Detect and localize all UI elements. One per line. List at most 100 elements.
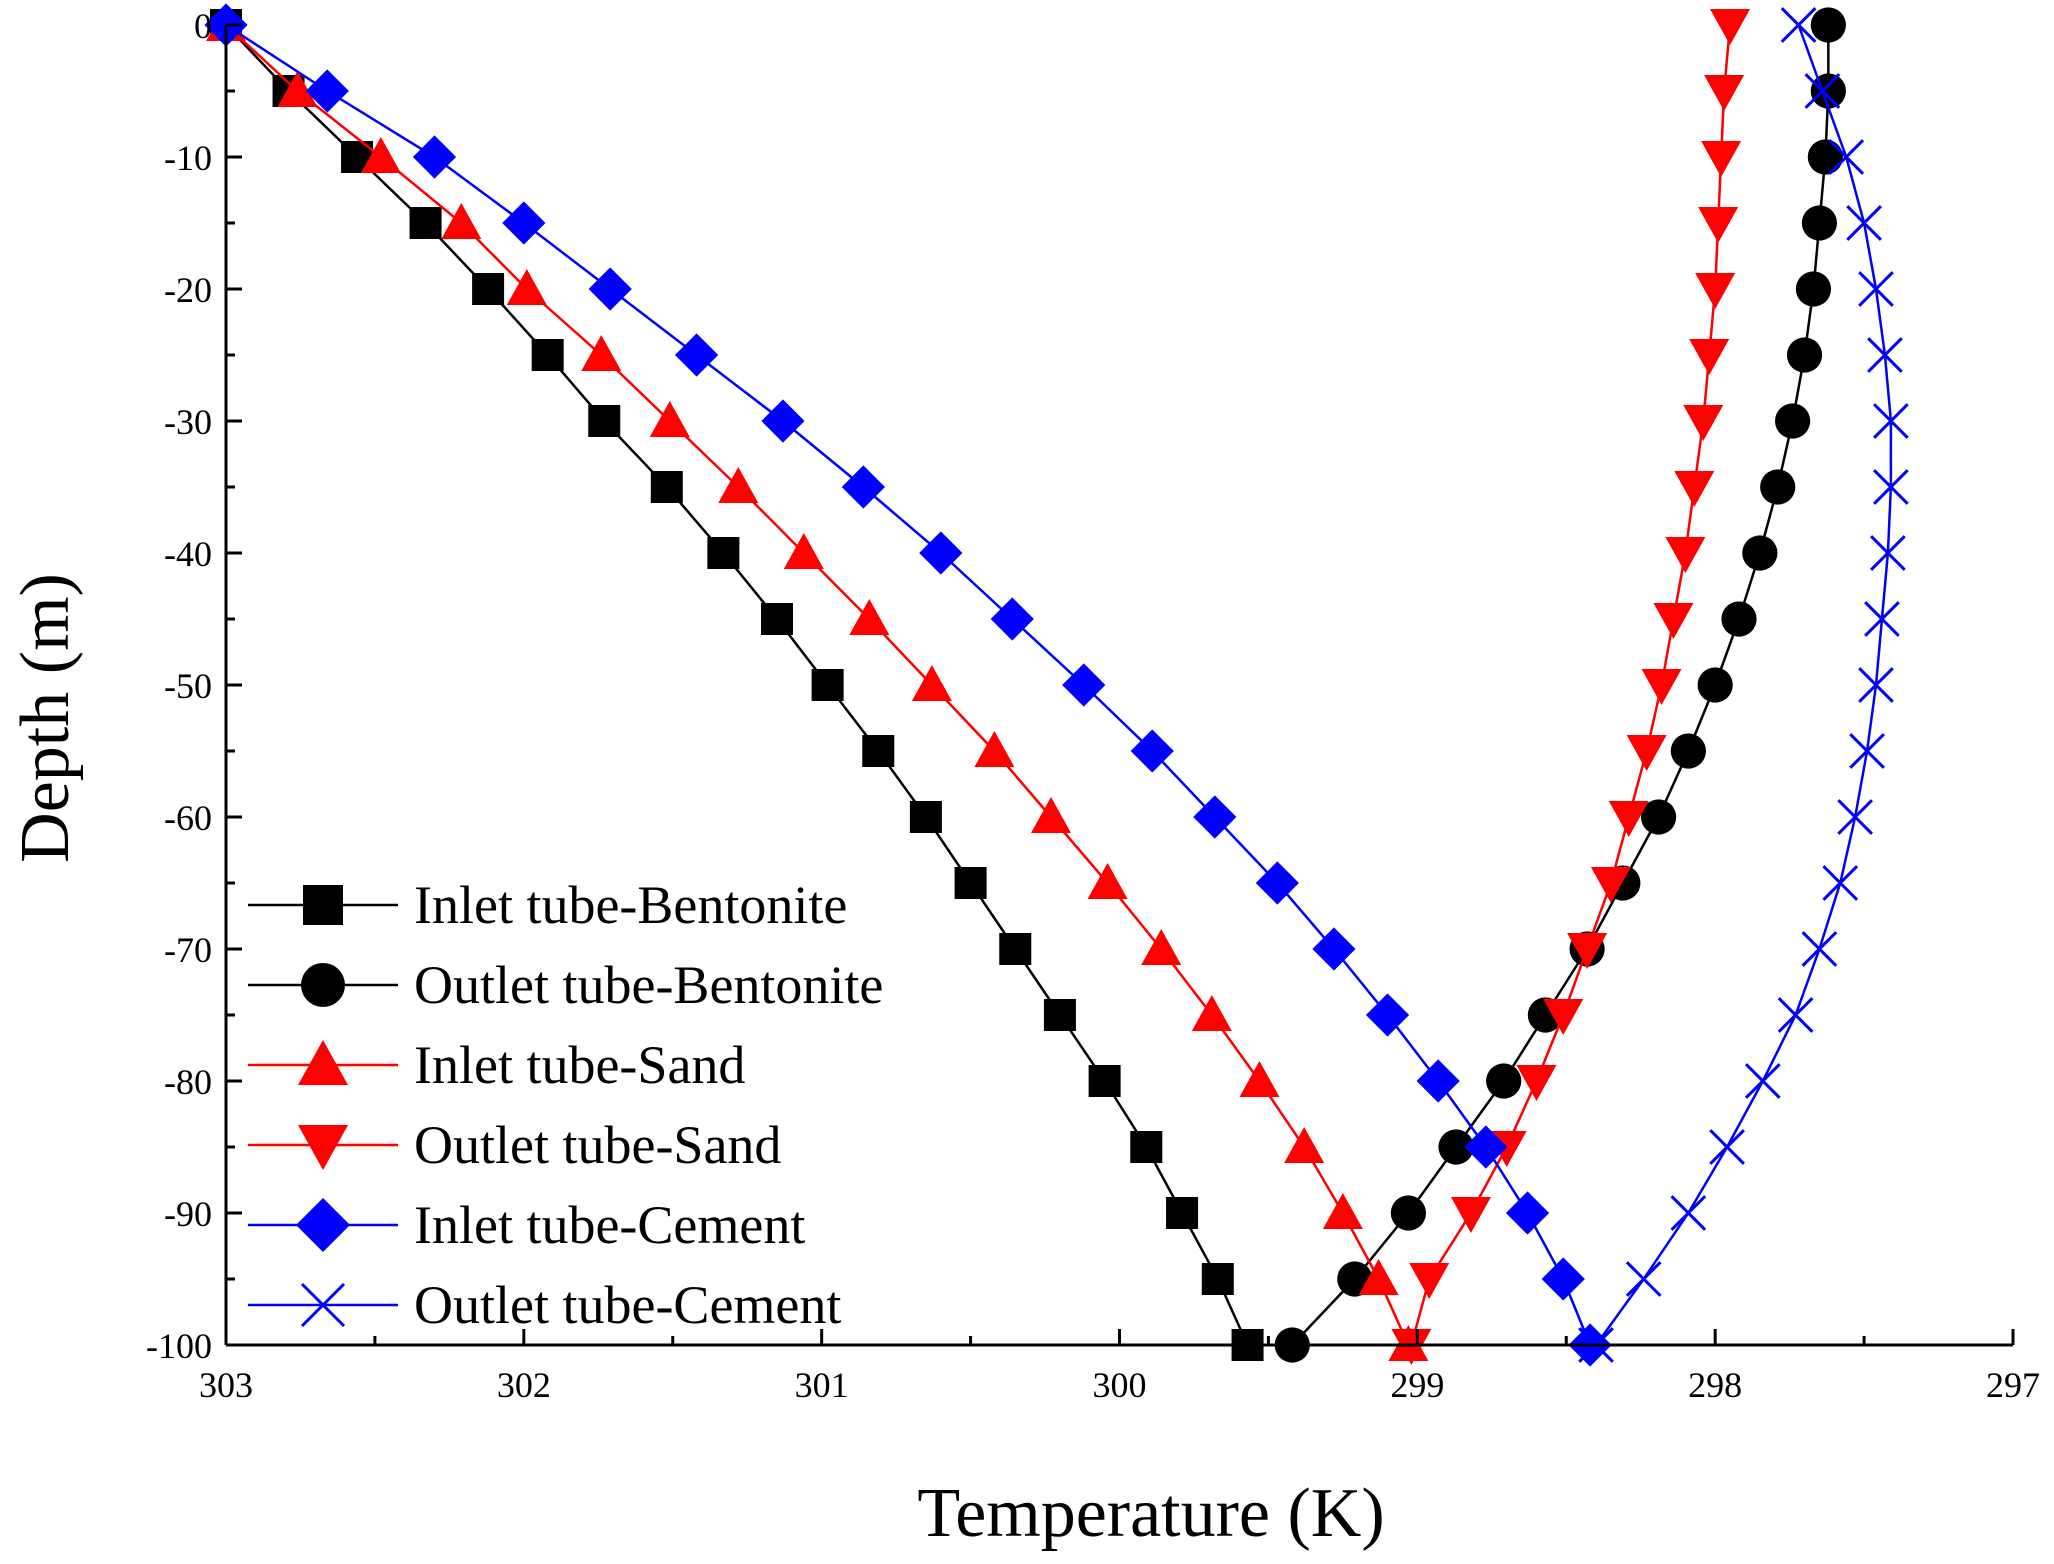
data-point bbox=[1864, 601, 1900, 637]
legend-label: Inlet tube-Sand bbox=[414, 1035, 745, 1095]
data-point bbox=[1775, 403, 1811, 439]
data-point bbox=[1786, 337, 1823, 373]
data-point bbox=[1130, 729, 1174, 773]
data-point bbox=[1312, 927, 1356, 971]
y-tick-label: -60 bbox=[164, 798, 212, 838]
data-point bbox=[1801, 205, 1838, 241]
legend-item: Inlet tube-Bentonite bbox=[248, 875, 847, 935]
data-point bbox=[1710, 9, 1751, 45]
data-point bbox=[1391, 1329, 1432, 1365]
data-point bbox=[1450, 1197, 1491, 1233]
y-tick-label: -30 bbox=[164, 402, 212, 442]
legend-item: Outlet tube-Sand bbox=[248, 1115, 781, 1175]
data-point bbox=[1322, 1193, 1363, 1229]
data-point bbox=[305, 69, 349, 113]
data-point bbox=[412, 135, 457, 179]
y-tick-label: 0 bbox=[194, 6, 212, 46]
data-point bbox=[1516, 1065, 1557, 1101]
data-point bbox=[506, 269, 547, 305]
data-point bbox=[783, 533, 824, 569]
data-point bbox=[909, 801, 942, 833]
legend-marker bbox=[298, 1040, 348, 1085]
data-point bbox=[1255, 861, 1299, 905]
data-point bbox=[581, 335, 622, 371]
axes-group: 303 302 301 300 299 298 297 0 -10 -20 -30 -40 -50 -60… bbox=[146, 6, 2040, 1405]
data-point bbox=[649, 401, 690, 437]
data-point bbox=[974, 731, 1015, 767]
data-point bbox=[1698, 207, 1739, 243]
y-tick-label: -80 bbox=[164, 1062, 212, 1102]
data-point bbox=[760, 603, 793, 635]
legend-item: Outlet tube-Bentonite bbox=[248, 955, 883, 1015]
data-point bbox=[1670, 733, 1706, 769]
data-point bbox=[1683, 405, 1724, 441]
data-point bbox=[707, 537, 740, 569]
data-point bbox=[1858, 667, 1894, 703]
data-point bbox=[919, 531, 963, 575]
data-point bbox=[1416, 1059, 1460, 1103]
data-point bbox=[1858, 271, 1894, 307]
data-point bbox=[502, 201, 546, 245]
data-point bbox=[1760, 469, 1796, 505]
x-tick-label: 301 bbox=[795, 1365, 849, 1405]
legend-item: Inlet tube-Sand bbox=[248, 1035, 745, 1095]
legend-label: Inlet tube-Bentonite bbox=[414, 875, 847, 935]
data-point bbox=[1701, 141, 1742, 177]
data-point bbox=[588, 405, 621, 437]
data-point bbox=[761, 399, 805, 443]
data-point bbox=[1670, 1195, 1707, 1231]
x-tick-label: 300 bbox=[1093, 1365, 1147, 1405]
y-tick-label: -100 bbox=[146, 1326, 212, 1366]
y-tick-label: -20 bbox=[164, 270, 212, 310]
data-point bbox=[841, 465, 885, 509]
data-point bbox=[1626, 735, 1667, 771]
data-point bbox=[1695, 273, 1736, 309]
data-point bbox=[1804, 73, 1841, 109]
legend-marker bbox=[300, 1282, 346, 1328]
data-point bbox=[531, 339, 564, 371]
data-point bbox=[1043, 999, 1076, 1031]
legend-marker bbox=[296, 1198, 350, 1252]
legend-item: Inlet tube-Cement bbox=[248, 1195, 805, 1255]
data-point bbox=[849, 599, 890, 635]
x-tick-label: 298 bbox=[1688, 1365, 1742, 1405]
data-point bbox=[1358, 1259, 1399, 1295]
data-point bbox=[360, 137, 401, 173]
data-point bbox=[1674, 471, 1715, 507]
data-point bbox=[277, 71, 318, 107]
data-point bbox=[1709, 1129, 1745, 1165]
data-point bbox=[1543, 999, 1584, 1035]
data-point bbox=[1873, 469, 1909, 505]
data-point bbox=[1625, 1261, 1662, 1297]
legend-marker bbox=[301, 963, 345, 1007]
legend-item: Outlet tube-Cement bbox=[248, 1275, 841, 1335]
data-point bbox=[1822, 865, 1859, 901]
data-point bbox=[1870, 535, 1906, 571]
legend-marker bbox=[303, 885, 343, 925]
data-point bbox=[674, 333, 719, 377]
data-point bbox=[1742, 535, 1778, 571]
data-point bbox=[1810, 7, 1846, 43]
data-point bbox=[811, 669, 844, 701]
data-point bbox=[1641, 669, 1682, 705]
legend-label: Outlet tube-Sand bbox=[414, 1115, 781, 1175]
data-point bbox=[1653, 603, 1694, 639]
y-tick-label: -40 bbox=[164, 534, 212, 574]
legend-label: Outlet tube-Cement bbox=[414, 1275, 841, 1335]
data-point bbox=[990, 597, 1034, 641]
legend: Inlet tube-Bentonite Outlet tube-Bentonit… bbox=[248, 875, 883, 1335]
data-point bbox=[1846, 205, 1882, 241]
x-tick-label: 299 bbox=[1390, 1365, 1444, 1405]
data-point bbox=[1608, 801, 1649, 837]
data-point bbox=[588, 267, 632, 311]
data-point bbox=[1130, 1131, 1163, 1163]
data-point bbox=[1777, 997, 1814, 1033]
data-point bbox=[1810, 73, 1846, 109]
data-point bbox=[409, 207, 442, 239]
x-tick-label: 297 bbox=[1986, 1365, 2040, 1405]
data-point bbox=[862, 735, 895, 767]
data-point bbox=[1837, 799, 1874, 835]
y-tick-label: -50 bbox=[164, 666, 212, 706]
